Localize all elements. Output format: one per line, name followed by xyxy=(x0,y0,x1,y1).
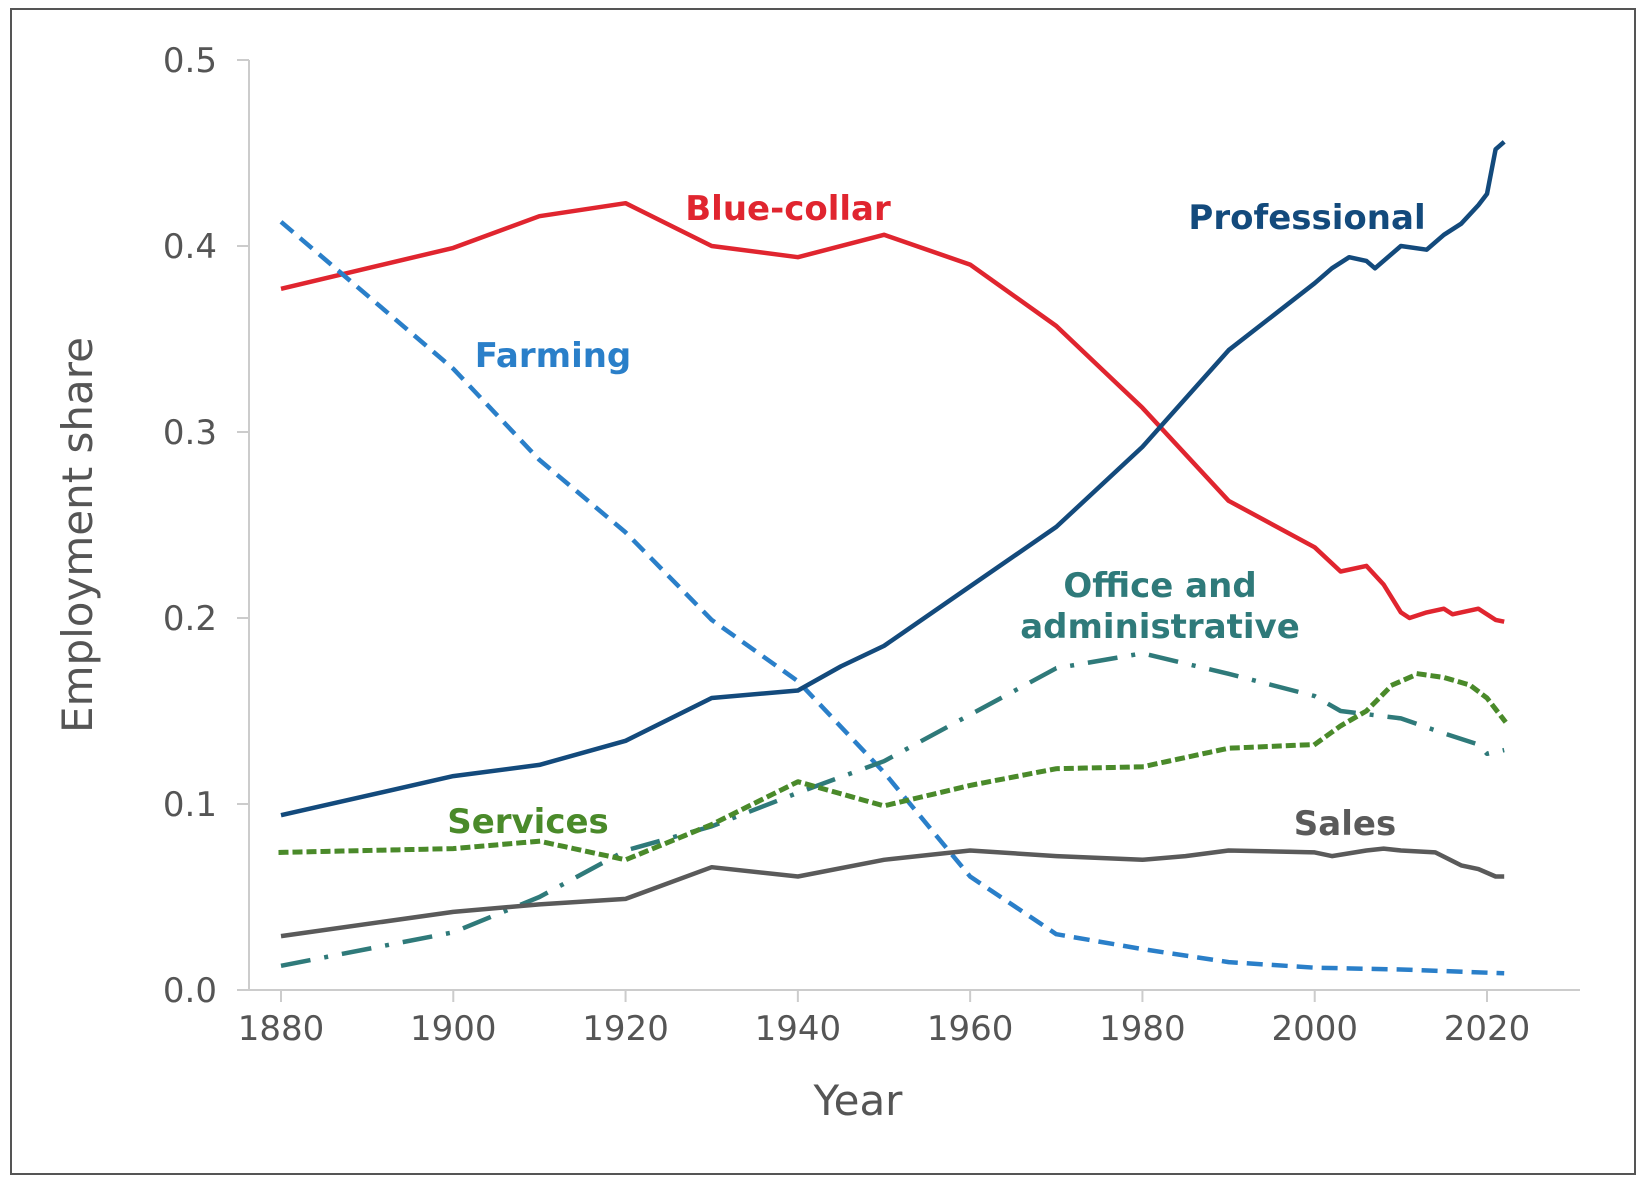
series-line-sales xyxy=(280,846,1505,939)
y-tick-label: 0.1 xyxy=(163,785,217,825)
x-tick-label: 1980 xyxy=(1099,1009,1186,1049)
label-office-line1: Office and xyxy=(1063,566,1256,606)
y-tick-label: 0.0 xyxy=(163,971,217,1011)
x-axis-title: Year xyxy=(813,1076,904,1125)
y-axis-title: Employment share xyxy=(53,337,102,733)
y-tick-label: 0.3 xyxy=(163,413,217,453)
series-line-farming xyxy=(279,220,1505,976)
label-blue-collar: Blue-collar xyxy=(685,189,891,229)
label-services: Services xyxy=(447,802,609,842)
x-tick-label: 1940 xyxy=(755,1009,842,1049)
y-tick-label: 0.5 xyxy=(163,41,217,81)
series-line-office-and-administrative xyxy=(280,651,1505,969)
chart-frame xyxy=(10,8,1636,1175)
x-tick-label: 1920 xyxy=(582,1009,669,1049)
y-tick-label: 0.4 xyxy=(163,227,217,267)
label-sales: Sales xyxy=(1294,804,1396,844)
x-tick-label: 1900 xyxy=(410,1009,497,1049)
label-farming: Farming xyxy=(475,336,632,376)
x-tick-label: 1880 xyxy=(238,1009,325,1049)
x-tick-label: 2000 xyxy=(1271,1009,1358,1049)
label-office-line2: administrative xyxy=(1020,607,1300,647)
series-line-professional xyxy=(280,140,1506,818)
series-line-services xyxy=(278,671,1508,863)
y-tick-label: 0.2 xyxy=(163,599,217,639)
series-line-blue-collar xyxy=(280,200,1505,624)
label-professional: Professional xyxy=(1188,198,1425,238)
x-tick-label: 2020 xyxy=(1444,1009,1531,1049)
x-tick-label: 1960 xyxy=(927,1009,1014,1049)
